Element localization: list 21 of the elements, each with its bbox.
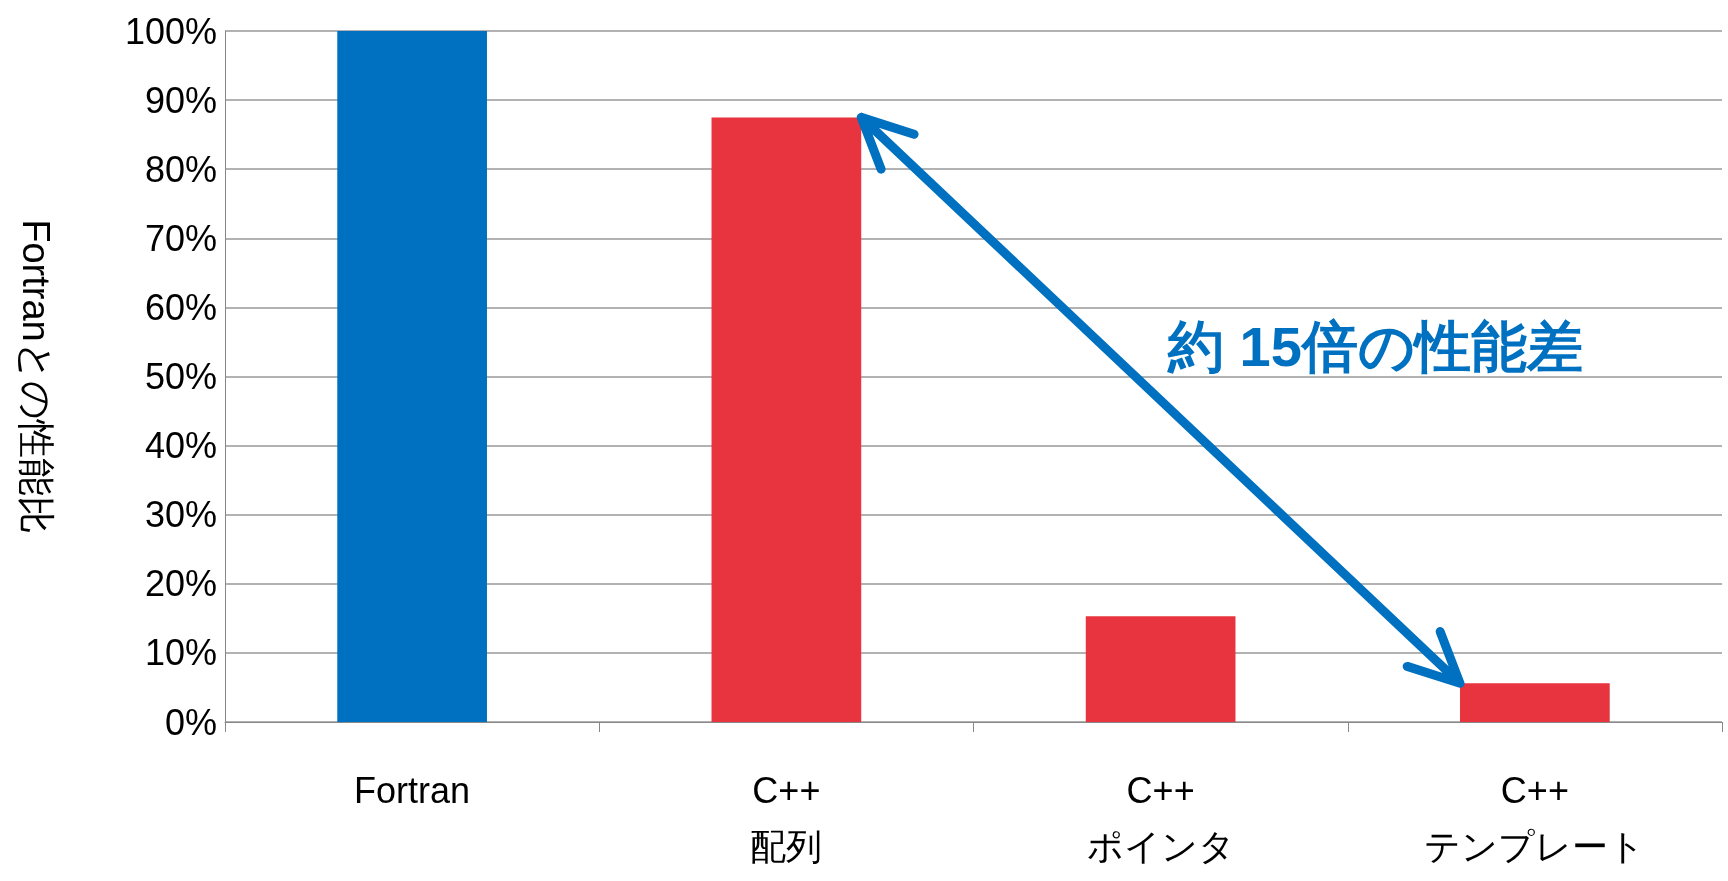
x-tick-label: C++ ポインタ (1086, 769, 1235, 867)
bar (337, 31, 487, 722)
y-tick-label: 60% (144, 286, 217, 328)
y-tick-label: 20% (144, 563, 217, 605)
bar (711, 117, 862, 722)
y-tick-label: 10% (144, 632, 217, 674)
bar (1460, 683, 1610, 722)
y-tick-label: 70% (144, 217, 217, 259)
x-tick-label: Fortran (354, 769, 471, 811)
y-tick-label: 40% (144, 425, 217, 467)
x-tick-label: C++ 配列 (750, 769, 823, 867)
y-tick-label: 90% (144, 79, 217, 121)
y-tick-label: 50% (144, 356, 217, 397)
annotation: 約 15倍の性能差 (1167, 314, 1583, 378)
x-tick-label: C++ テンプレート (1424, 769, 1646, 867)
y-axis-title: Fortranとの性能比 (15, 219, 57, 534)
bar (1085, 616, 1236, 722)
y-tick-label: 0% (164, 701, 217, 743)
y-tick-label: 100% (124, 10, 217, 52)
y-tick-label: 80% (144, 148, 217, 190)
y-tick-label: 30% (144, 494, 217, 536)
